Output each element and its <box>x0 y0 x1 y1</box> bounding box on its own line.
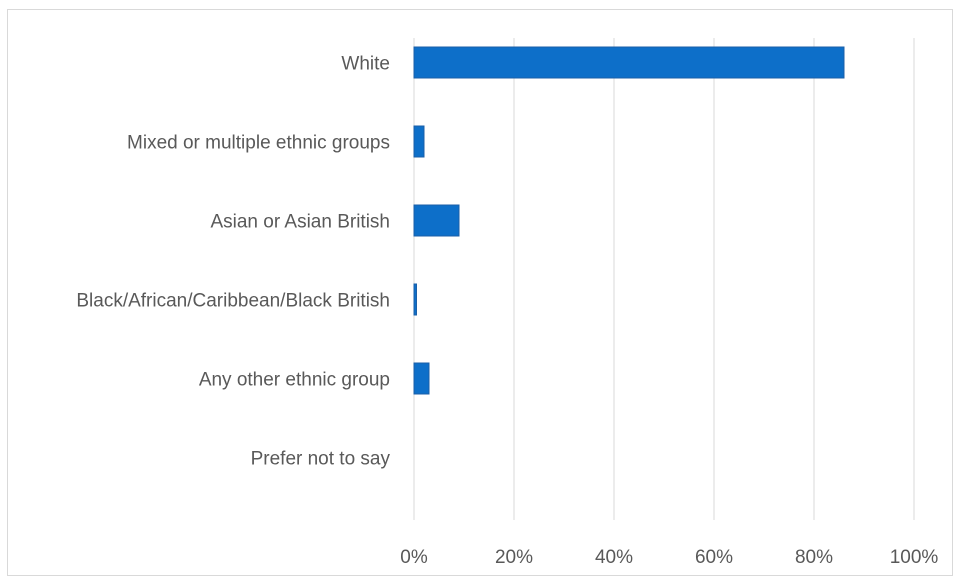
category-label: Mixed or multiple ethnic groups <box>127 133 390 154</box>
bar <box>413 362 430 395</box>
x-tick-label: 60% <box>695 547 733 568</box>
category-label: Black/African/Caribbean/Black British <box>76 291 390 312</box>
category-label: White <box>341 54 390 75</box>
x-tick-label: 40% <box>595 547 633 568</box>
bars <box>413 46 845 395</box>
x-tick-label: 80% <box>795 547 833 568</box>
bar <box>413 125 425 158</box>
category-label: Prefer not to say <box>251 449 391 470</box>
x-axis-tick-labels: 0% 20% 40% 60% 80% 100% <box>400 547 938 568</box>
category-label: Any other ethnic group <box>199 370 390 391</box>
x-tick-label: 20% <box>495 547 533 568</box>
category-labels: White Mixed or multiple ethnic groups Asia… <box>76 54 390 470</box>
chart-frame <box>7 9 953 576</box>
x-tick-label: 0% <box>400 547 428 568</box>
gridlines <box>413 38 915 520</box>
bar <box>413 283 417 316</box>
bar <box>413 46 845 79</box>
category-label: Asian or Asian British <box>210 212 390 233</box>
bar <box>413 204 460 237</box>
x-tick-label: 100% <box>890 547 939 568</box>
